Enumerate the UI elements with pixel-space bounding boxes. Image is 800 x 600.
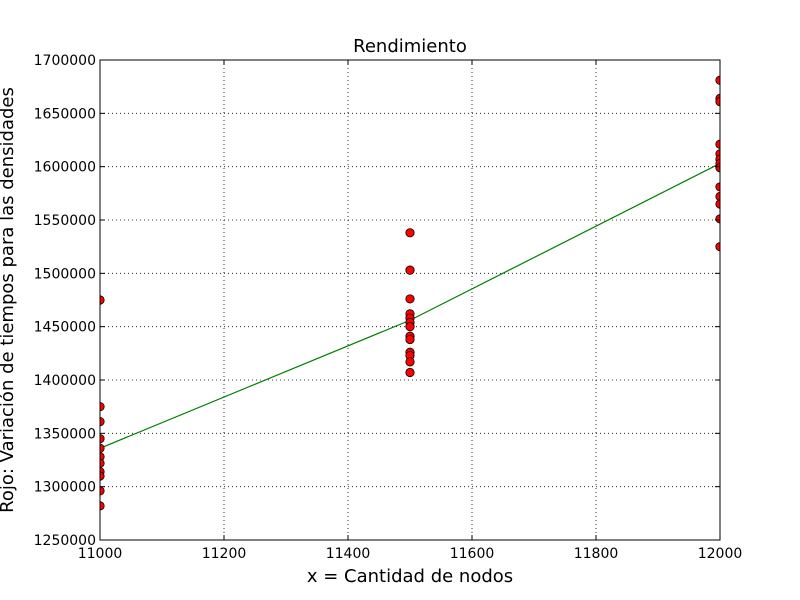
data-point — [405, 294, 415, 304]
data-point — [405, 334, 415, 345]
trend-line-layer — [100, 162, 720, 449]
y-tick-label: 1250000 — [34, 533, 96, 549]
data-point — [405, 265, 415, 275]
data-point — [405, 367, 415, 378]
x-tick-label: 11000 — [78, 546, 123, 562]
plot-frame — [99, 59, 721, 541]
y-tick-label: 1600000 — [34, 160, 96, 176]
x-tick-label: 11200 — [202, 546, 247, 562]
y-tick-label: 1300000 — [34, 480, 96, 496]
y-tick-label: 1350000 — [34, 426, 96, 442]
ticks: 11000 11200 11400 11600 11800 12000 1250000 130… — [34, 53, 743, 562]
y-tick-label: 1450000 — [34, 320, 96, 336]
y-axis-label: Rojo: Variación de tiempos para las dens… — [0, 87, 18, 513]
x-tick-label: 12000 — [698, 546, 743, 562]
data-point — [405, 322, 415, 332]
x-tick-label: 11600 — [450, 546, 495, 562]
y-tick-label: 1550000 — [34, 213, 96, 229]
y-tick-label: 1650000 — [34, 106, 96, 122]
x-axis-label: x = Cantidad de nodos — [307, 566, 513, 587]
data-point — [405, 357, 415, 367]
x-tick-label: 11400 — [326, 546, 371, 562]
y-tick-label: 1500000 — [34, 266, 96, 282]
data-point — [405, 228, 415, 238]
y-tick-label: 1700000 — [34, 53, 96, 69]
chart-title: Rendimiento — [353, 36, 467, 57]
x-tick-label: 11800 — [574, 546, 619, 562]
y-tick-label: 1400000 — [34, 373, 96, 389]
data-points — [100, 75, 720, 511]
trend-line — [100, 162, 720, 449]
